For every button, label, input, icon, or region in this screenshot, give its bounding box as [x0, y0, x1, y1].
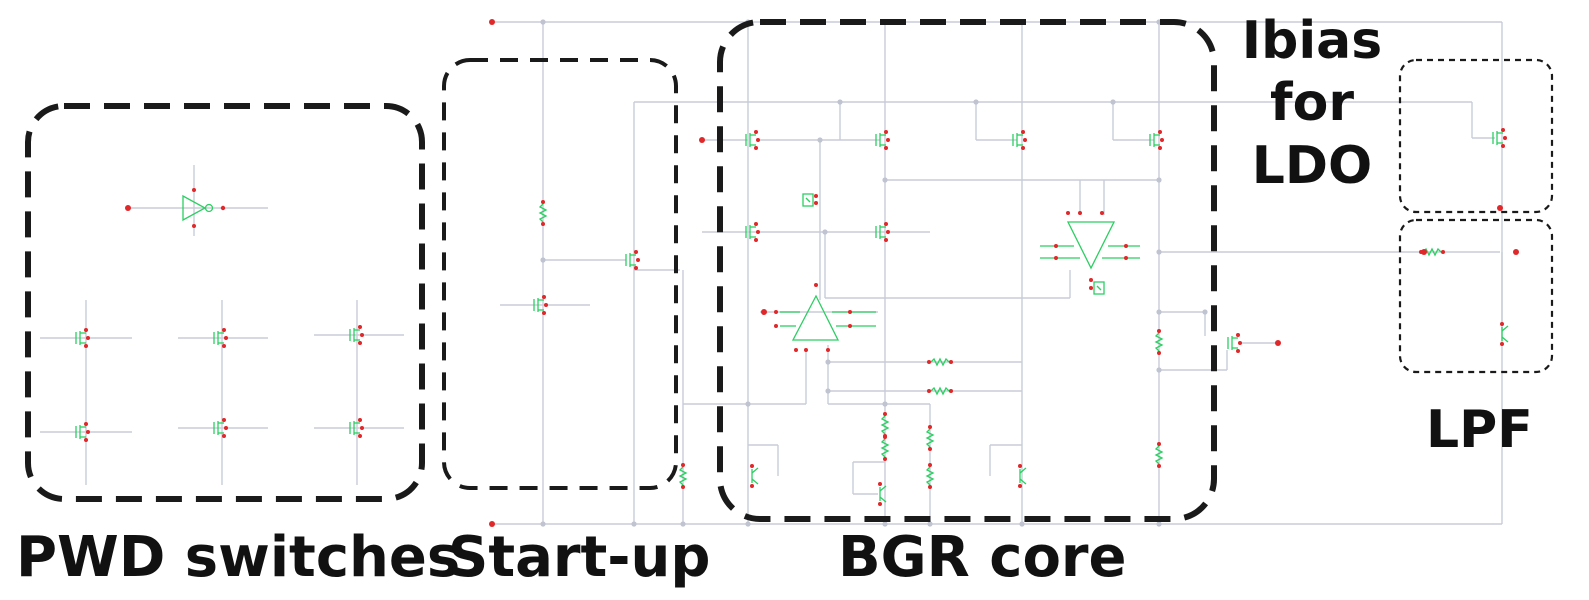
mosfet-icon	[349, 418, 364, 438]
resistor-icon	[678, 463, 688, 489]
wiring	[40, 22, 1503, 524]
mosfet-icon	[75, 422, 90, 442]
bjt-icon	[1500, 322, 1509, 346]
resistor-icon	[1154, 442, 1164, 468]
opamp-icon	[761, 283, 876, 352]
pin-dot-icon	[1421, 249, 1427, 255]
bjt-group	[750, 322, 1509, 506]
resistor-icon	[925, 425, 935, 451]
mosfet-icon	[875, 130, 890, 150]
startup-label: Start-up	[448, 525, 711, 590]
bgr-core-outline	[717, 19, 1217, 522]
resistor-icon	[925, 463, 935, 489]
mosfet-icon	[875, 222, 890, 242]
mosfet-icon	[349, 325, 364, 345]
startup-outline	[442, 58, 678, 490]
ibias-label-line: Ibias	[1241, 11, 1383, 71]
mosfet-icon	[625, 250, 640, 270]
capacitor-icon	[1093, 281, 1105, 295]
resistor-icon	[538, 200, 548, 226]
opamp-icon	[1040, 211, 1140, 290]
mosfet-icon	[1227, 333, 1242, 353]
pin-dot-icon	[1497, 205, 1503, 211]
mosfet-icon	[75, 328, 90, 348]
resistor-icon	[927, 357, 953, 367]
ibias-for-ldo-label: Ibias for LDO	[1232, 10, 1392, 197]
bjt-icon	[1018, 464, 1027, 488]
bjt-icon	[878, 482, 887, 506]
ibias-label-line: for	[1270, 73, 1354, 134]
pin-dot-icon	[1275, 340, 1281, 346]
pin-group	[699, 137, 1519, 346]
mosfet-icon	[213, 418, 228, 438]
mosfet-icon	[745, 222, 760, 242]
mosfet-group	[75, 128, 1507, 442]
junction-nodes	[540, 19, 1208, 527]
mosfet-icon	[745, 130, 760, 150]
mosfet-icon	[1492, 128, 1507, 148]
pwd-switches-outline	[25, 103, 425, 502]
ibias-outline	[1398, 58, 1554, 214]
mosfet-icon	[533, 295, 548, 315]
resistor-icon	[1154, 329, 1164, 355]
pin-dot-icon	[699, 137, 705, 143]
mosfet-icon	[1012, 130, 1027, 150]
resistor-icon	[880, 435, 890, 461]
resistor-group	[538, 200, 1445, 489]
inverter-icon	[125, 188, 226, 228]
capacitor-icon	[802, 193, 818, 207]
lpf-outline	[1398, 218, 1554, 374]
pin-dot-icon	[1513, 249, 1519, 255]
bjt-icon	[750, 464, 759, 488]
resistor-icon	[927, 386, 953, 396]
bgr-core-label: BGR core	[838, 525, 1127, 590]
pwd-switches-label: PWD switches	[16, 525, 461, 590]
mosfet-icon	[1149, 130, 1164, 150]
mosfet-icon	[213, 328, 228, 348]
ibias-label-line: LDO	[1251, 135, 1373, 196]
lpf-label: LPF	[1426, 400, 1533, 460]
